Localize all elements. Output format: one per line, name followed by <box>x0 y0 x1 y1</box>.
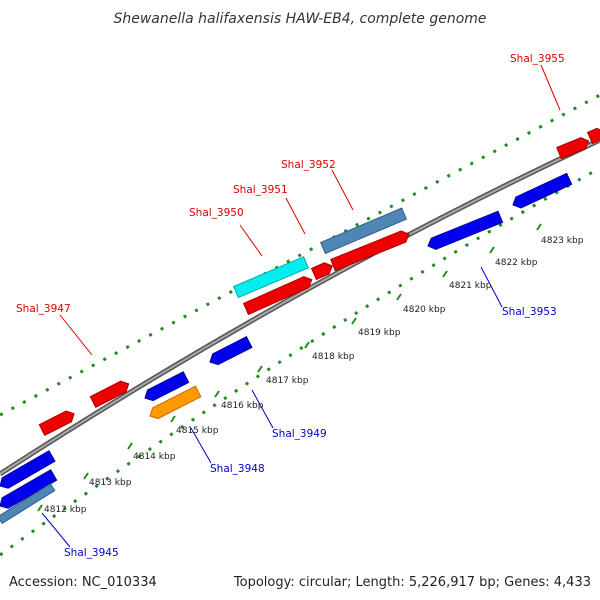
scale-label: 4821 kbp <box>449 281 492 291</box>
scale-tick <box>170 415 176 423</box>
gene-red[interactable] <box>89 378 131 409</box>
gene-orange[interactable] <box>147 385 202 421</box>
scale-tick <box>214 390 220 398</box>
gene-blue[interactable] <box>0 450 56 491</box>
gene-blue[interactable] <box>142 371 190 404</box>
leader-line <box>251 389 274 429</box>
leader-line <box>285 197 306 235</box>
gene-red[interactable] <box>310 260 335 281</box>
leader-line <box>190 427 212 464</box>
scale-label: 4816 kbp <box>221 401 264 411</box>
gene-blue[interactable] <box>510 172 573 210</box>
gene-blue[interactable] <box>207 336 253 368</box>
scale-tick <box>37 504 43 512</box>
gene-label[interactable]: Shal_3955 <box>510 53 565 65</box>
gene-label[interactable]: Shal_3949 <box>272 428 327 440</box>
leader-line <box>331 169 354 211</box>
scale-tick <box>442 270 448 278</box>
scale-label: 4812 kbp <box>44 505 87 515</box>
scale-label: 4814 kbp <box>133 452 176 462</box>
gene-steel-blue[interactable] <box>0 483 56 525</box>
reverse-genes <box>0 172 573 525</box>
map-title: Shewanella halifaxensis HAW-EB4, complet… <box>113 11 486 27</box>
gene-blue[interactable] <box>426 210 504 251</box>
scale-tick <box>536 223 542 231</box>
scale-labels: 4812 kbp 4813 kbp 4814 kbp 4815 kbp 4816… <box>44 236 584 515</box>
gene-label[interactable]: Shal_3953 <box>502 306 557 318</box>
gene-red[interactable] <box>242 274 315 316</box>
scale-label: 4818 kbp <box>312 352 355 362</box>
forward-label-leaders <box>59 64 561 356</box>
reverse-label-leaders <box>41 266 503 548</box>
scale-label: 4823 kbp <box>541 236 584 246</box>
inner-tick-arc <box>0 166 600 557</box>
gene-blue[interactable] <box>0 469 58 511</box>
leader-line <box>540 64 561 111</box>
gene-steel-blue[interactable] <box>319 207 408 255</box>
accession-text: Accession: NC_010334 <box>9 575 157 590</box>
forward-gene-labels: Shal_3947 Shal_3950 Shal_3951 Shal_3952 … <box>16 53 565 315</box>
genome-summary-text: Topology: circular; Length: 5,226,917 bp… <box>233 575 591 590</box>
gene-red[interactable] <box>330 229 412 272</box>
forward-genes <box>38 126 600 437</box>
scale-tick <box>351 317 357 325</box>
gene-label[interactable]: Shal_3945 <box>64 547 119 559</box>
reverse-gene-labels: Shal_3945 Shal_3948 Shal_3949 Shal_3953 <box>64 306 557 559</box>
scale-tick <box>489 246 495 254</box>
gene-red[interactable] <box>556 135 591 160</box>
scale-tick <box>304 341 310 349</box>
outer-tick-arc <box>0 93 600 417</box>
gene-label[interactable]: Shal_3952 <box>281 159 336 171</box>
gene-label[interactable]: Shal_3947 <box>16 303 71 315</box>
gene-label[interactable]: Shal_3948 <box>210 463 265 475</box>
scale-tick <box>127 442 133 450</box>
gene-red[interactable] <box>586 126 600 145</box>
gene-red[interactable] <box>38 408 77 437</box>
genome-backbone-highlight <box>0 139 600 475</box>
leader-line <box>239 224 263 257</box>
leader-line <box>41 512 71 548</box>
leader-line <box>480 266 503 308</box>
scale-tick <box>257 365 263 373</box>
leader-line <box>59 314 93 356</box>
gene-label[interactable]: Shal_3950 <box>189 207 244 219</box>
scale-tick <box>83 472 89 480</box>
scale-ticks <box>37 223 542 512</box>
scale-label: 4820 kbp <box>403 305 446 315</box>
gene-label[interactable]: Shal_3951 <box>233 184 288 196</box>
scale-label: 4822 kbp <box>495 258 538 268</box>
scale-tick <box>396 293 402 301</box>
scale-label: 4819 kbp <box>358 328 401 338</box>
scale-label: 4813 kbp <box>89 478 132 488</box>
scale-label: 4815 kbp <box>176 426 219 436</box>
scale-label: 4817 kbp <box>266 376 309 386</box>
gene-cyan[interactable] <box>232 256 309 299</box>
